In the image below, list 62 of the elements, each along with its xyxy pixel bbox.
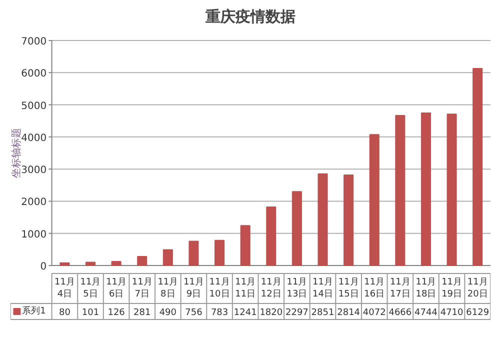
data-label: 6129 <box>466 308 490 318</box>
y-tick-label: 2000 <box>21 197 47 208</box>
bar <box>85 262 96 266</box>
data-label: 2851 <box>311 308 334 318</box>
x-tick-label: 11月13日 <box>286 278 308 300</box>
x-tick-label: 11月18日 <box>416 278 436 300</box>
bar <box>446 114 457 266</box>
data-label: 2297 <box>286 308 308 318</box>
y-tick-label: 5000 <box>21 100 47 112</box>
x-tick-label: 11月5日 <box>80 278 101 300</box>
bar <box>420 112 431 266</box>
data-label: 2814 <box>337 308 360 318</box>
y-tick-label: 1000 <box>21 229 47 240</box>
x-tick-label: 11月10日 <box>209 278 230 300</box>
x-tick-label: 11月20日 <box>467 278 488 300</box>
x-tick-label: 11月15日 <box>338 278 359 300</box>
x-tick-label: 11月12日 <box>260 278 282 300</box>
y-tick-label: 6000 <box>21 68 47 80</box>
data-label: 4710 <box>440 308 464 318</box>
data-label: 756 <box>185 308 203 318</box>
y-axis-title: 坐标轴标题 <box>10 128 22 178</box>
bar <box>472 68 483 266</box>
bar <box>318 173 328 266</box>
y-tick-label: 0 <box>40 262 47 272</box>
data-label: 490 <box>159 308 177 318</box>
bar <box>395 115 406 266</box>
data-label: 281 <box>134 308 151 318</box>
legend-label: 系列1 <box>22 306 46 316</box>
y-tick-label: 7000 <box>21 36 47 48</box>
y-tick-label: 3000 <box>21 165 47 176</box>
x-tick-label: 11月17日 <box>390 278 410 300</box>
bar <box>60 262 70 266</box>
data-label: 4666 <box>388 308 412 318</box>
x-tick-label: 11月19日 <box>442 278 462 300</box>
data-label: 80 <box>58 308 71 318</box>
data-label: 126 <box>108 308 126 318</box>
y-tick-label: 4000 <box>21 132 47 144</box>
x-tick-label: 11月9日 <box>184 278 204 300</box>
bar <box>266 206 276 266</box>
x-tick-label: 11月11日 <box>235 278 256 300</box>
x-tick-label: 11月7日 <box>132 278 152 300</box>
data-label: 783 <box>210 308 228 318</box>
bar <box>292 191 302 266</box>
bar <box>188 240 199 266</box>
chart-title: 重庆疫情数据 <box>204 8 296 26</box>
data-label: 4072 <box>362 308 386 318</box>
bar <box>162 249 173 266</box>
bar <box>344 174 354 266</box>
data-label: 1241 <box>234 308 257 318</box>
bar <box>111 260 122 266</box>
bar <box>214 240 225 266</box>
bar <box>137 256 148 266</box>
x-tick-label: 11月4日 <box>54 278 75 300</box>
data-label: 101 <box>82 308 100 318</box>
bar <box>240 225 250 266</box>
data-label: 1820 <box>260 308 283 318</box>
x-tick-label: 11月8日 <box>158 278 178 300</box>
bar <box>369 134 380 266</box>
x-tick-label: 11月16日 <box>364 278 385 300</box>
x-tick-label: 11月14日 <box>312 278 333 300</box>
data-label: 4744 <box>414 308 438 318</box>
x-tick-label: 11月6日 <box>106 278 127 300</box>
